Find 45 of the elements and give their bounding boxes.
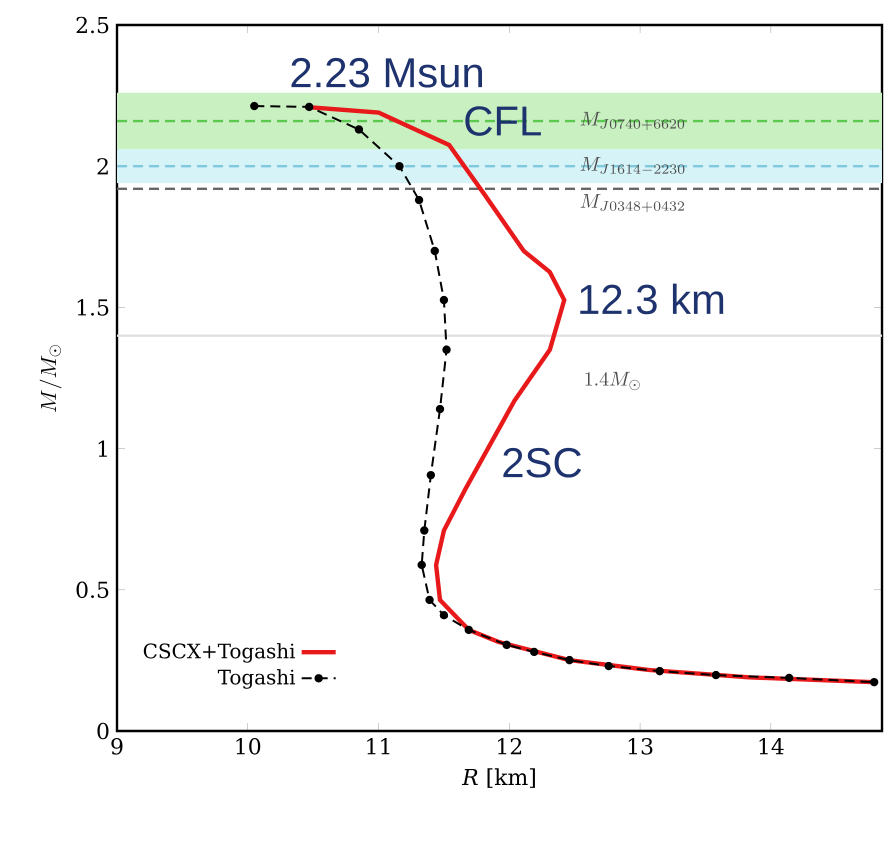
point <box>417 560 426 570</box>
point <box>354 125 364 134</box>
point <box>414 196 424 204</box>
x-tick-label: 11 <box>367 738 390 754</box>
y-tick-label: 2.5 <box>76 16 108 34</box>
x-tick-label: 9 <box>111 738 122 755</box>
point <box>430 246 439 256</box>
legend-label: Togashi <box>218 669 296 689</box>
ref-line-label: $M_{J1614-2230}$ <box>580 157 684 174</box>
legend-label: CSCX+Togashi <box>144 643 296 663</box>
point <box>604 662 613 670</box>
x-tick-label: 14 <box>760 738 784 754</box>
point <box>464 626 473 634</box>
y-tick-label: 0 <box>97 722 108 740</box>
y-tick-label: 1.5 <box>78 299 108 316</box>
point <box>420 526 429 535</box>
x-tick-label: 12 <box>498 738 522 754</box>
y-axis-title: $M/M_{\odot}$ <box>40 345 62 412</box>
point <box>502 640 511 650</box>
y-tick-label: 1 <box>98 440 107 457</box>
point <box>565 656 574 664</box>
point <box>530 648 538 656</box>
x-axis-title: R [km] <box>462 768 535 788</box>
point <box>440 611 448 620</box>
annotation: 2.23 Msun <box>291 58 482 88</box>
x-tick-label: 13 <box>628 738 652 755</box>
point <box>426 470 436 480</box>
point <box>305 102 314 112</box>
annotation: 2SC <box>503 448 582 478</box>
point <box>870 678 878 686</box>
annotation: 12.3 km <box>580 284 724 314</box>
point <box>784 674 794 682</box>
point <box>712 670 720 680</box>
y-tick-label: 0.5 <box>76 582 108 598</box>
point <box>442 346 451 354</box>
point <box>250 102 259 110</box>
ref-line-label: $M_{J0348+0432}$ <box>580 194 684 212</box>
y-tick-label: 2 <box>98 158 108 174</box>
point <box>440 296 448 304</box>
point <box>425 596 434 604</box>
x-tick-label: 10 <box>236 738 260 755</box>
point <box>656 666 664 676</box>
point <box>395 162 404 170</box>
ref-line-label: $1.4M_{\odot}$ <box>585 372 640 390</box>
point <box>436 404 444 414</box>
